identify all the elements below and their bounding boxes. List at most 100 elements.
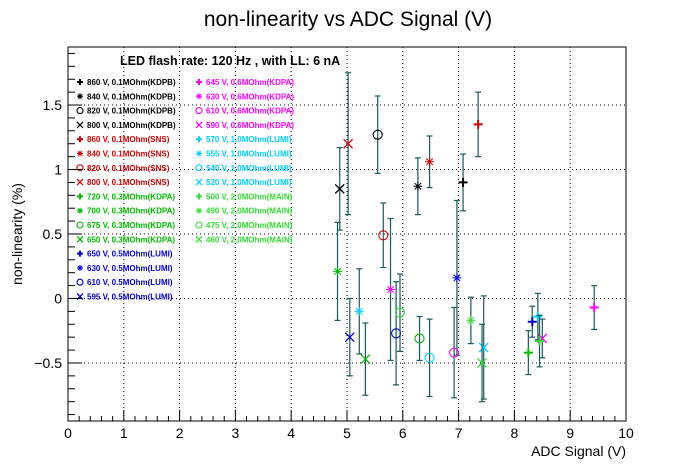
plot-frame (67, 46, 627, 422)
legend-marker (196, 207, 202, 214)
legend-entry: 700 V, 0.3MOhm(KDPA) (87, 207, 175, 216)
data-point (424, 352, 435, 363)
x-tick-label: 10 (618, 425, 634, 441)
legend-entry: 650 V, 0.3MOhm(KDPA) (87, 235, 175, 244)
legend-marker (196, 79, 202, 85)
x-tick-label: 9 (566, 425, 574, 441)
x-tick-label: 4 (287, 425, 295, 441)
legend-entry: 595 V, 0.5MOhm(LUMI) (87, 293, 173, 302)
legend-marker (196, 93, 202, 100)
annotation-led-flash-rate: LED flash rate: 120 Hz , with LL: 6 nA (120, 54, 340, 68)
data-point (425, 157, 435, 167)
legend-marker (76, 107, 84, 115)
legend-marker (195, 107, 203, 115)
legend-marker (195, 121, 203, 129)
data-point (449, 347, 460, 358)
legend-marker (196, 193, 202, 200)
legend-marker (195, 178, 203, 186)
legend-entry: 610 V, 0.6MOhm(KDPA) (206, 107, 294, 116)
legend-entry: 800 V, 0.1MOhm(SNS) (87, 178, 170, 187)
legend-marker (76, 293, 84, 300)
legend-marker (76, 221, 84, 229)
legend-marker (77, 264, 83, 271)
legend-entry: 460 V, 2.0MOhm(MAIN) (206, 235, 293, 244)
legend-marker (76, 121, 84, 129)
legend-marker (77, 93, 83, 100)
data-point (523, 348, 533, 358)
legend-entry: 490 V, 2.0MOhm(MAIN) (206, 207, 293, 216)
data-point (473, 119, 483, 129)
legend-entry: 675 V, 0.3MOhm(KDPA) (87, 221, 175, 230)
data-point (478, 342, 489, 353)
data-point (344, 332, 355, 343)
legend-entry: 500 V, 2.0MOhm(MAIN) (206, 192, 293, 201)
legend-entry: 520 V, 1.0MOhm(LUMI) (206, 178, 292, 187)
legend-entry: 720 V, 0.3MOhm(KDPA) (87, 192, 175, 201)
legend-entry: 860 V, 0.1MOhm(KDPB) (87, 78, 176, 87)
legend-marker (76, 235, 84, 243)
data-point (343, 138, 354, 149)
legend-marker (195, 164, 203, 172)
legend-entry: 570 V, 1.0MOhm(LUMI) (206, 135, 292, 144)
x-tick-label: 8 (511, 425, 519, 441)
legend-entry: 840 V, 0.1MOhm(KDPB) (87, 92, 176, 101)
x-tick-label: 6 (399, 425, 407, 441)
x-tick-labels: 0 1 2 3 4 5 6 7 8 9 10 (64, 425, 634, 441)
data-point (466, 315, 476, 325)
legend-marker (195, 221, 203, 229)
y-tick-label: 0.5 (43, 226, 63, 242)
legend-entry: 820 V, 0.1MOhm(SNS) (87, 164, 170, 173)
y-axis-label: non-linearity (%) (9, 183, 25, 285)
data-point (533, 312, 543, 322)
legend-marker (196, 150, 202, 157)
legend-entry: 475 V, 2.0MOhm(MAIN) (206, 221, 293, 230)
legend-entry: 650 V, 0.5MOhm(LUMI) (87, 250, 173, 259)
legend-marker (77, 207, 83, 214)
data-point (535, 336, 545, 346)
legend-marker (195, 235, 203, 243)
legend-entry: 630 V, 0.5MOhm(LUMI) (87, 264, 173, 273)
x-tick-label: 0 (64, 425, 72, 441)
x-tick-label: 2 (176, 425, 184, 441)
y-tick-label: 1.5 (43, 97, 63, 113)
data-point (477, 358, 487, 368)
legend-entry: 630 V, 0.6MOhm(KDPA) (206, 92, 294, 101)
data-point (360, 354, 371, 365)
legend-marker (77, 79, 83, 85)
y-tick-label: −0.5 (34, 355, 62, 371)
legend-entry: 820 V, 0.1MOhm(KDPB) (87, 107, 176, 116)
data-points (333, 72, 599, 403)
legend-marker (77, 250, 83, 257)
y-tick-label: 0 (54, 290, 62, 306)
legend-entry: 840 V, 0.1MOhm(SNS) (87, 150, 170, 159)
grid-lines (68, 47, 626, 421)
x-tick-label: 3 (232, 425, 240, 441)
legend-entry: 860 V, 0.1MOhm(SNS) (87, 135, 170, 144)
legend-marker (196, 136, 202, 143)
data-point (394, 307, 406, 318)
legend-entry: 800 V, 0.1MOhm(KDPB) (87, 121, 176, 130)
data-point (589, 303, 599, 313)
data-point (334, 183, 345, 194)
legend-marker (77, 136, 83, 143)
data-point (333, 266, 343, 276)
legend: 860 V, 0.1MOhm(KDPB) 840 V, 0.1MOhm(KDPB)… (76, 78, 294, 302)
legend-marker (76, 164, 84, 172)
legend-marker (76, 178, 84, 186)
legend-marker (76, 278, 84, 286)
legend-entry: 590 V, 0.6MOhm(KDPA) (206, 121, 294, 130)
data-point (458, 177, 468, 187)
legend-marker (77, 150, 83, 157)
data-point (372, 129, 383, 140)
x-tick-label: 7 (455, 425, 463, 441)
y-tick-labels: −0.5 0 0.5 1 1.5 (34, 97, 62, 371)
data-point (378, 230, 389, 241)
chart-title: non-linearity vs ADC Signal (V) (204, 8, 492, 31)
legend-entry: 610 V, 0.5MOhm(LUMI) (87, 278, 173, 287)
data-point (386, 284, 396, 294)
y-tick-label: 1 (54, 162, 62, 178)
x-axis-label: ADC Signal (V) (531, 443, 626, 459)
legend-entry: 645 V, 0.6MOhm(KDPA) (206, 78, 294, 87)
x-tick-label: 1 (120, 425, 128, 441)
